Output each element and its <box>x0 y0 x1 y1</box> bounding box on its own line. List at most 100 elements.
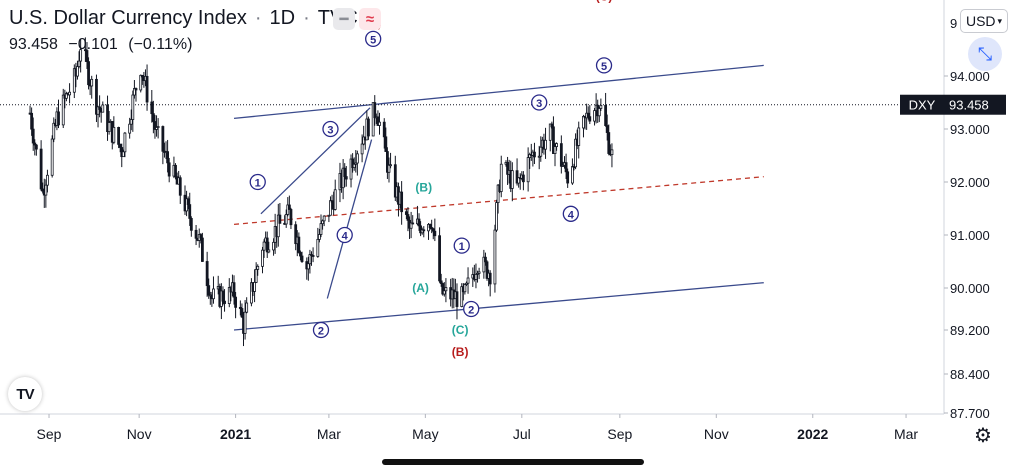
candle-body <box>155 127 158 130</box>
candle-body <box>200 237 204 262</box>
candle-body <box>552 126 555 154</box>
candle-body <box>352 163 356 168</box>
candle-body <box>300 255 304 262</box>
gear-icon[interactable]: ⚙ <box>974 425 992 447</box>
candle-body <box>178 177 182 196</box>
candle-body <box>30 112 34 130</box>
candle-body <box>539 146 543 157</box>
candle-body <box>548 123 552 141</box>
candle-body <box>117 127 120 145</box>
candle-body <box>186 198 190 205</box>
candle-body <box>550 123 554 128</box>
candle-body <box>488 272 492 285</box>
time-tick-label: Mar <box>894 426 918 442</box>
candle-body <box>526 157 530 183</box>
candle-body <box>329 200 332 216</box>
home-indicator <box>382 459 644 465</box>
candle-body <box>85 50 89 63</box>
candle-body <box>156 126 160 128</box>
interval-label[interactable]: 1D <box>269 7 296 29</box>
candle-body <box>422 229 426 232</box>
tradingview-logo[interactable]: TV <box>8 377 42 411</box>
wave-label-number: 1 <box>459 241 465 253</box>
candle-body <box>537 155 541 158</box>
candle-body <box>212 288 215 300</box>
candle-body <box>151 113 155 122</box>
wave-label-number: 3 <box>536 98 542 110</box>
candle-body <box>360 143 364 155</box>
candle-body <box>131 94 135 120</box>
candle-body <box>411 222 415 225</box>
candle-body <box>433 230 437 237</box>
candle-body <box>256 265 260 270</box>
candle-body <box>145 75 149 103</box>
time-tick-label: Nov <box>127 426 152 442</box>
candle-body <box>582 116 585 129</box>
candle-body <box>61 94 65 126</box>
last-price: 93.458 <box>9 36 58 53</box>
candle-body <box>139 74 143 91</box>
candle-body <box>387 164 391 173</box>
candle-body <box>378 121 381 126</box>
candle-body <box>367 118 370 137</box>
symbol-title[interactable]: U.S. Dollar Currency Index <box>9 7 247 29</box>
candle-body <box>297 236 301 253</box>
candle-body <box>121 151 125 158</box>
candle-body <box>79 49 83 62</box>
minus-icon[interactable]: ━ <box>333 8 355 30</box>
candle-body <box>604 105 608 126</box>
wave-circle <box>453 237 470 254</box>
time-tick-label: Sep <box>607 426 632 442</box>
candle-body <box>316 238 320 257</box>
candle-body <box>351 158 355 168</box>
candle-body <box>371 102 375 137</box>
currency-select[interactable]: USD ▾ <box>960 9 1008 33</box>
channel-lower-line <box>233 282 764 331</box>
candle-body <box>133 88 136 96</box>
candle-body <box>321 220 324 225</box>
candle-body <box>574 138 577 168</box>
wave-circle <box>249 173 266 191</box>
candle-body <box>322 215 326 222</box>
candle-body <box>238 306 242 309</box>
candle-body <box>33 142 37 146</box>
candle-body <box>599 105 603 109</box>
candle-body <box>134 88 138 91</box>
candle-body <box>496 184 500 204</box>
candle-body <box>112 127 116 143</box>
candle-body <box>65 93 68 99</box>
candle-body <box>31 128 35 144</box>
wave-circle <box>312 321 330 339</box>
candle-body <box>232 282 236 298</box>
candle-body <box>318 234 321 240</box>
price-tick-label: 91.000 <box>950 228 990 243</box>
candle-body <box>515 170 519 184</box>
candle-body <box>129 119 133 125</box>
wave-circle <box>595 57 613 74</box>
collapse-arrows-icon[interactable]: ⤡ <box>968 37 1002 71</box>
candle-body <box>250 282 253 304</box>
wave-label-letter: (B) <box>415 180 432 194</box>
wave-circle <box>336 226 353 244</box>
separator-dot: · <box>254 7 262 29</box>
candle-body <box>466 277 470 284</box>
wave-label-number: 4 <box>342 231 349 243</box>
wave-circle <box>322 120 339 138</box>
candle-body <box>150 101 154 115</box>
candle-body <box>484 256 487 263</box>
candle-body <box>561 165 565 167</box>
candle-body <box>577 127 581 146</box>
candle-body <box>510 170 514 189</box>
time-tick-label: Jul <box>513 426 531 442</box>
candle-body <box>463 284 467 293</box>
candle-body <box>287 204 291 210</box>
candle-body <box>262 241 266 251</box>
candle-body <box>566 171 570 184</box>
candle-body <box>559 143 563 167</box>
currency-label: USD <box>965 13 996 29</box>
channel-lines <box>0 64 944 331</box>
candle-body <box>57 111 60 126</box>
wave-icon[interactable]: ≈ <box>359 8 381 30</box>
wave-label-number: 5 <box>601 61 607 73</box>
